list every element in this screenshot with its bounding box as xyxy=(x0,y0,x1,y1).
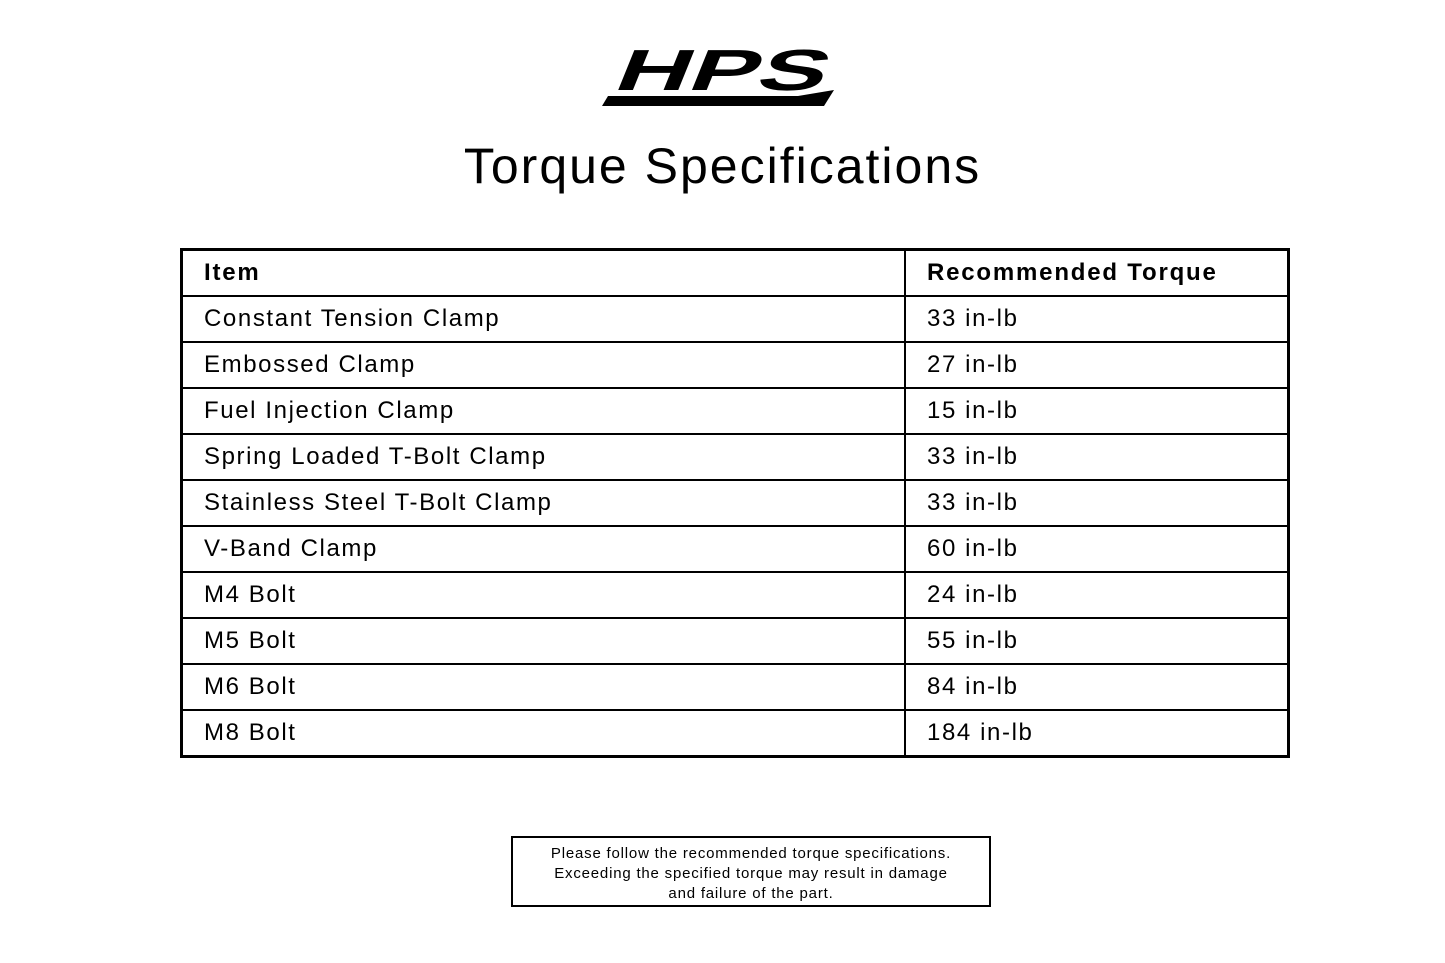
svg-text:HPS: HPS xyxy=(606,44,842,102)
item-cell: Spring Loaded T-Bolt Clamp xyxy=(180,433,906,481)
item-cell: V-Band Clamp xyxy=(180,525,906,573)
header-torque: Recommended Torque xyxy=(904,248,1290,297)
item-cell: M8 Bolt xyxy=(180,709,906,758)
warning-note: Please follow the recommended torque spe… xyxy=(511,836,991,907)
torque-cell: 84 in-lb xyxy=(904,663,1290,711)
hps-logo: HPS xyxy=(602,44,843,106)
table-row: Constant Tension Clamp 33 in-lb xyxy=(180,295,1290,343)
table-row: Stainless Steel T-Bolt Clamp 33 in-lb xyxy=(180,479,1290,527)
table-row: M8 Bolt 184 in-lb xyxy=(180,709,1290,758)
torque-cell: 24 in-lb xyxy=(904,571,1290,619)
table-row: M6 Bolt 84 in-lb xyxy=(180,663,1290,711)
torque-cell: 15 in-lb xyxy=(904,387,1290,435)
note-line: Exceeding the specified torque may resul… xyxy=(554,865,948,882)
item-cell: Stainless Steel T-Bolt Clamp xyxy=(180,479,906,527)
table-row: Fuel Injection Clamp 15 in-lb xyxy=(180,387,1290,435)
table-row: M5 Bolt 55 in-lb xyxy=(180,617,1290,665)
table-header-row: Item Recommended Torque xyxy=(180,248,1290,297)
item-cell: M6 Bolt xyxy=(180,663,906,711)
header-item: Item xyxy=(180,248,906,297)
table-row: V-Band Clamp 60 in-lb xyxy=(180,525,1290,573)
table-row: Embossed Clamp 27 in-lb xyxy=(180,341,1290,389)
torque-cell: 27 in-lb xyxy=(904,341,1290,389)
item-cell: Embossed Clamp xyxy=(180,341,906,389)
torque-cell: 60 in-lb xyxy=(904,525,1290,573)
item-cell: Constant Tension Clamp xyxy=(180,295,906,343)
item-cell: M5 Bolt xyxy=(180,617,906,665)
torque-cell: 55 in-lb xyxy=(904,617,1290,665)
torque-cell: 33 in-lb xyxy=(904,479,1290,527)
page-title: Torque Specifications xyxy=(463,138,982,194)
table-row: Spring Loaded T-Bolt Clamp 33 in-lb xyxy=(180,433,1290,481)
torque-table: Item Recommended Torque Constant Tension… xyxy=(180,248,1290,758)
torque-cell: 33 in-lb xyxy=(904,295,1290,343)
torque-cell: 184 in-lb xyxy=(904,709,1290,758)
table-row: M4 Bolt 24 in-lb xyxy=(180,571,1290,619)
item-cell: M4 Bolt xyxy=(180,571,906,619)
note-line: and failure of the part. xyxy=(668,885,834,902)
item-cell: Fuel Injection Clamp xyxy=(180,387,906,435)
note-line: Please follow the recommended torque spe… xyxy=(550,845,952,862)
torque-cell: 33 in-lb xyxy=(904,433,1290,481)
